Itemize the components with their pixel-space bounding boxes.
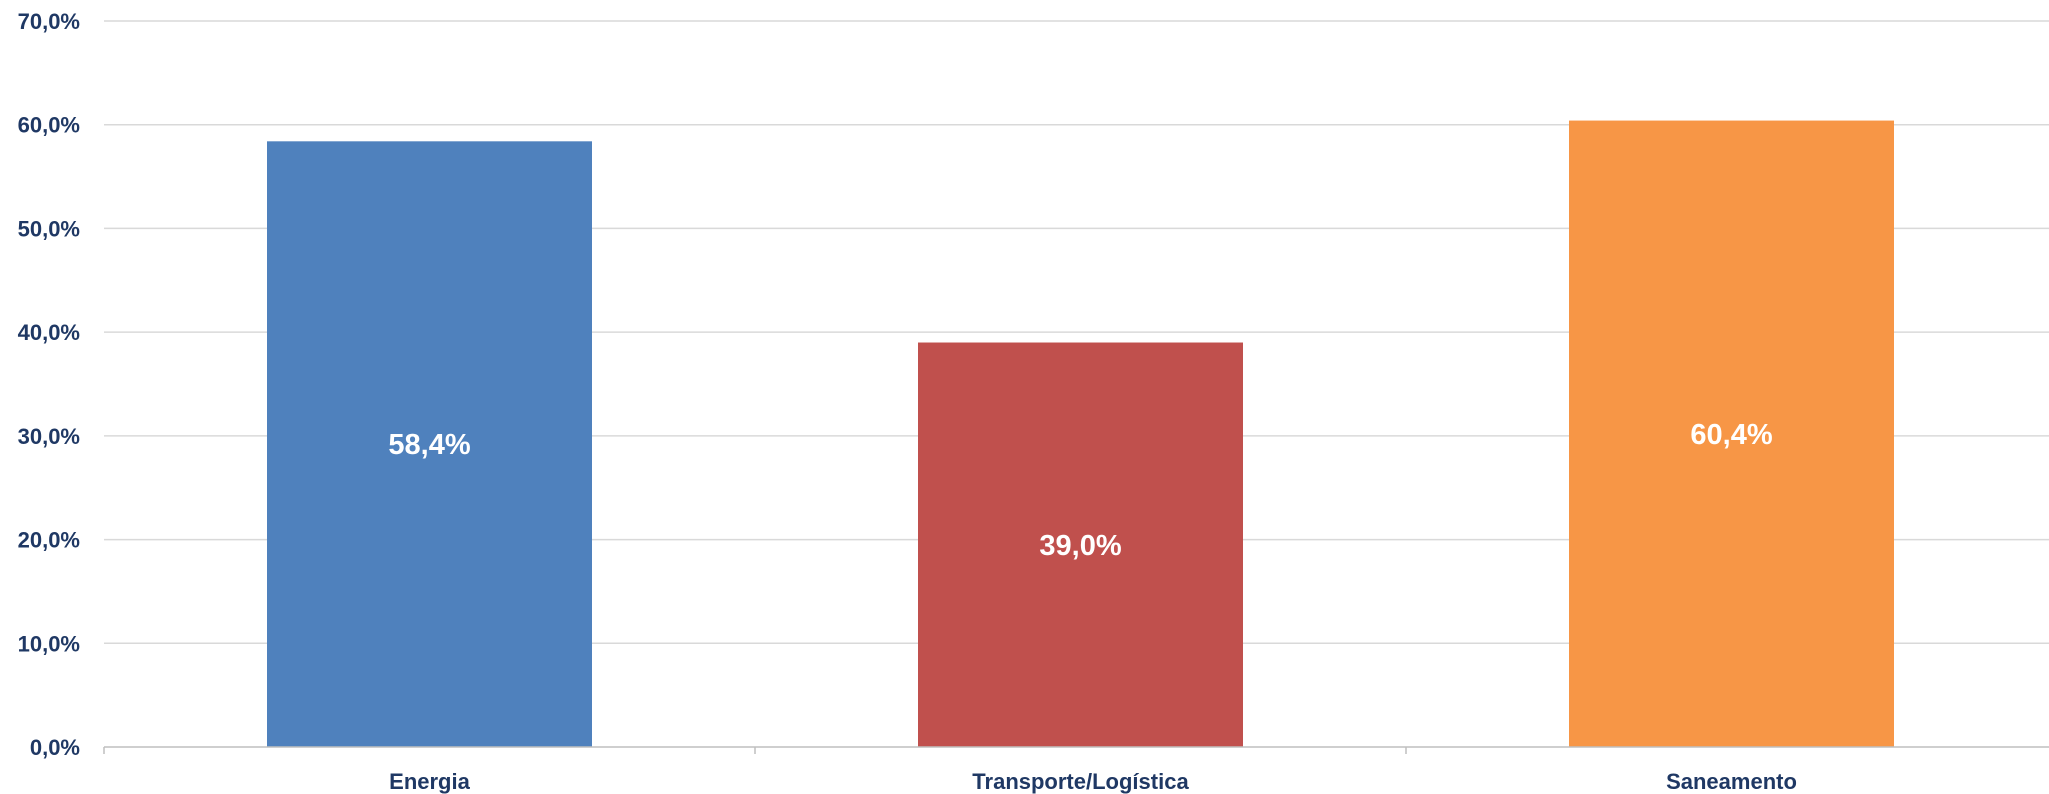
bars	[267, 120, 1894, 747]
y-tick-label: 40,0%	[18, 320, 80, 345]
bar-saneamento	[1569, 120, 1894, 747]
y-tick-label: 10,0%	[18, 631, 80, 656]
x-axis	[103, 746, 2049, 754]
y-tick-label: 30,0%	[18, 424, 80, 449]
data-label: 60,4%	[1690, 419, 1772, 451]
y-tick-label: 70,0%	[18, 9, 80, 34]
bar-transporte-log-stica	[918, 342, 1243, 747]
y-tick-label: 0,0%	[30, 735, 80, 760]
x-axis-category-labels: Energia Transporte/Logística Saneamento	[389, 769, 1797, 794]
data-label: 58,4%	[388, 429, 470, 461]
y-tick-label: 20,0%	[18, 528, 80, 553]
y-axis-tick-labels: 0,0% 10,0% 20,0% 30,0% 40,0% 50,0% 60,0% 70,0%	[18, 9, 80, 760]
data-label: 39,0%	[1039, 530, 1121, 562]
x-category-label: Energia	[389, 769, 470, 794]
x-category-label: Transporte/Logística	[972, 769, 1189, 794]
data-labels: 58,4% 39,0% 60,4%	[388, 419, 1772, 562]
y-tick-label: 60,0%	[18, 113, 80, 138]
bar-energia	[267, 141, 592, 747]
y-tick-label: 50,0%	[18, 216, 80, 241]
x-category-label: Saneamento	[1666, 769, 1797, 794]
